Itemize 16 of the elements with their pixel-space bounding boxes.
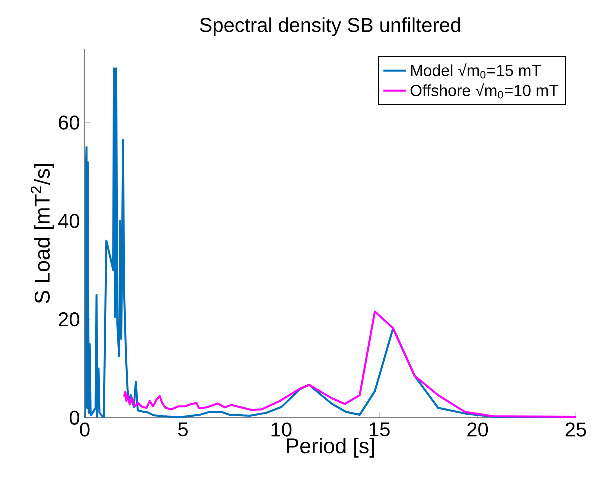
y-tick-label: 40 (58, 214, 80, 228)
x-axis-title: Period [s] (287, 438, 374, 458)
chart-title: Spectral density SB unfiltered (200, 18, 460, 36)
x-tick-label: 5 (178, 422, 188, 437)
legend-label: Offshore √m$_{0}$=10 mT (410, 84, 559, 99)
legend-label: Model √m$_{0}$=15 mT (411, 64, 542, 79)
x-tick-label: 0 (80, 422, 90, 437)
y-tick-label: 0 (70, 410, 80, 426)
x-tick-label: 20 (468, 422, 488, 437)
x-tick-label: 25 (566, 422, 586, 437)
y-axis-title: S Load [mT$^{2}$/s] (31, 164, 54, 304)
x-tick-label: 10 (272, 422, 292, 437)
line-series (123, 310, 576, 418)
x-tick-label: 15 (370, 422, 390, 437)
y-tick-label: 20 (59, 312, 80, 327)
y-tick-label: 60 (59, 116, 80, 130)
